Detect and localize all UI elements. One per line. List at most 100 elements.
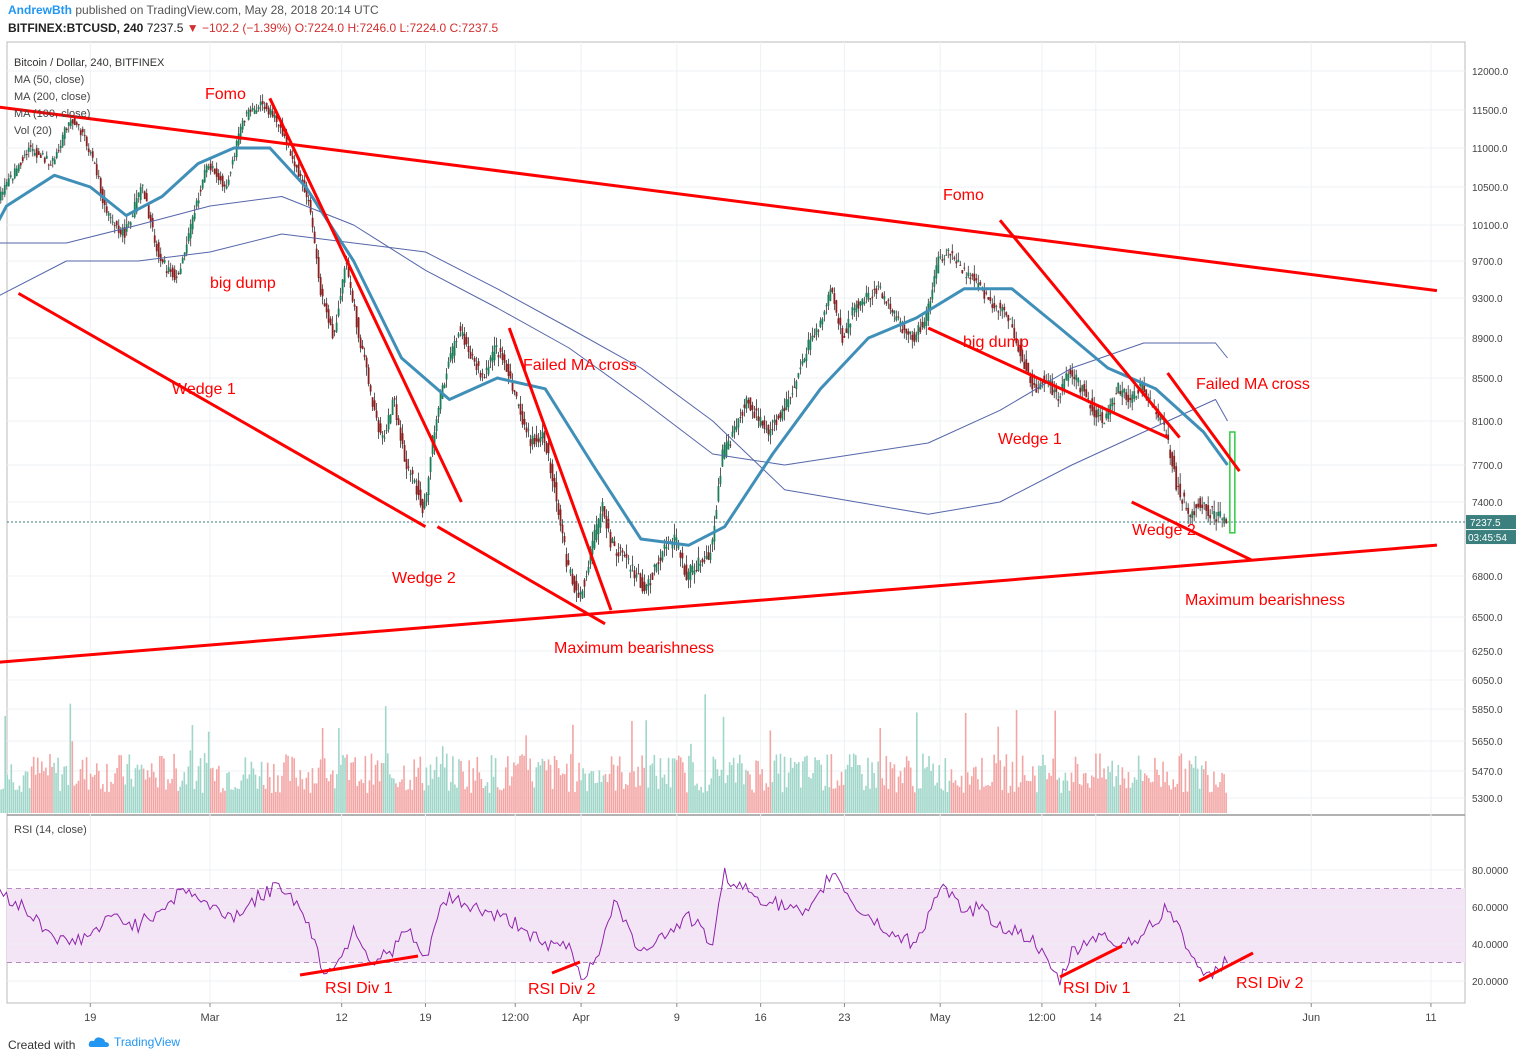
- volume-bar: [397, 787, 399, 813]
- volume-bar: [332, 770, 334, 813]
- candle-body: [1173, 455, 1176, 470]
- volume-bar: [1097, 778, 1099, 813]
- volume-bar: [576, 781, 578, 813]
- volume-bar: [1115, 776, 1118, 813]
- candle-body: [237, 133, 240, 145]
- tradingview-link[interactable]: TradingView: [88, 1035, 180, 1049]
- candle-body: [1003, 306, 1006, 311]
- chart-canvas[interactable]: 12000.0 11500.0 11000.0 10500.0 10100.0 9700.…: [0, 0, 1525, 1030]
- candle-body: [821, 318, 824, 325]
- candle-body: [1171, 452, 1174, 467]
- volume-bar: [504, 767, 507, 813]
- candle-body: [979, 282, 982, 285]
- volume-bar: [631, 721, 633, 813]
- volume-bar: [1082, 773, 1085, 813]
- candle-body: [827, 294, 830, 306]
- candle-body: [21, 157, 24, 162]
- volume-bar: [309, 792, 312, 813]
- candle-body: [291, 155, 294, 160]
- volume-bar: [1111, 760, 1113, 813]
- volume-bar: [913, 792, 916, 813]
- candle-body: [601, 502, 604, 512]
- annotation-label: Wedge 2: [392, 570, 456, 587]
- candle-body: [279, 123, 282, 128]
- volume-bar: [415, 776, 418, 813]
- volume-bar: [1172, 779, 1175, 813]
- candle-body: [807, 339, 810, 351]
- volume-bar: [665, 783, 668, 813]
- legend-ma100[interactable]: MA (100, close): [14, 108, 91, 120]
- volume-bar: [1011, 761, 1014, 813]
- legend-ma50[interactable]: MA (50, close): [14, 74, 85, 86]
- volume-bar: [38, 773, 41, 813]
- x-tick-label: May: [930, 1012, 951, 1024]
- volume-bar: [16, 789, 19, 813]
- volume-bar: [1042, 754, 1044, 813]
- volume-bar: [657, 788, 660, 813]
- volume-bar: [712, 756, 715, 813]
- candle-body: [251, 107, 254, 110]
- volume-bar: [443, 767, 446, 813]
- volume-bar: [911, 786, 914, 813]
- volume-bar: [1044, 765, 1046, 813]
- rsi-band: [7, 888, 1465, 963]
- candle-body: [839, 317, 842, 326]
- volume-bar: [1156, 769, 1158, 813]
- candle-body: [693, 570, 696, 575]
- candle-body: [1123, 389, 1126, 393]
- candle-body: [707, 552, 710, 560]
- volume-bar: [964, 713, 967, 813]
- candle-body: [577, 592, 580, 598]
- trend-line-fail-left: [507, 327, 613, 611]
- trend-line-dump-left: [268, 97, 463, 503]
- candle-body: [657, 562, 660, 565]
- candle-body: [505, 363, 508, 372]
- volume-bar: [669, 787, 672, 813]
- volume-bar: [934, 785, 936, 813]
- rsi-legend[interactable]: RSI (14, close): [14, 824, 87, 836]
- candle-body: [217, 173, 220, 181]
- author-link[interactable]: AndrewBth: [8, 3, 72, 17]
- x-tick-label: 14: [1090, 1012, 1102, 1024]
- candle-body: [487, 366, 490, 375]
- candle-body: [519, 403, 522, 415]
- volume-bar: [916, 712, 918, 813]
- volume-bar: [625, 784, 627, 813]
- candle-body: [1007, 315, 1010, 322]
- volume-bar: [79, 769, 82, 813]
- price-tick-label: 6050.0: [1472, 676, 1503, 687]
- candle-body: [175, 276, 178, 278]
- x-tick-label: 12: [336, 1012, 348, 1024]
- candle-body: [371, 397, 374, 407]
- candle-body: [893, 310, 896, 314]
- candle-body: [623, 555, 626, 557]
- candle-body: [545, 442, 548, 453]
- volume-bar: [641, 755, 643, 813]
- volume-bar: [448, 790, 450, 813]
- candle-body: [403, 444, 406, 462]
- price-tick-label: 12000.0: [1472, 67, 1509, 78]
- legend-ma200[interactable]: MA (200, close): [14, 91, 91, 103]
- volume-bar: [541, 758, 544, 813]
- volume-bar: [1107, 766, 1109, 813]
- volume-bar: [771, 782, 774, 813]
- volume-bar: [1001, 790, 1004, 813]
- volume-bar: [1005, 754, 1008, 813]
- candle-body: [283, 134, 286, 137]
- volume-bar: [608, 773, 611, 813]
- volume-bar: [65, 765, 68, 813]
- volume-bar: [268, 777, 271, 813]
- candle-body: [325, 303, 328, 313]
- volume-bar: [704, 694, 706, 813]
- candle-body: [399, 427, 402, 441]
- volume-bar: [1139, 769, 1142, 813]
- candle-body: [25, 154, 28, 156]
- volume-bar: [203, 753, 206, 813]
- candle-body: [69, 120, 72, 127]
- volume-bar: [840, 771, 843, 813]
- volume-bar: [167, 779, 169, 813]
- candle-body: [735, 426, 738, 430]
- candle-body: [253, 109, 256, 114]
- legend-vol[interactable]: Vol (20): [14, 125, 52, 137]
- volume-bar: [808, 776, 810, 813]
